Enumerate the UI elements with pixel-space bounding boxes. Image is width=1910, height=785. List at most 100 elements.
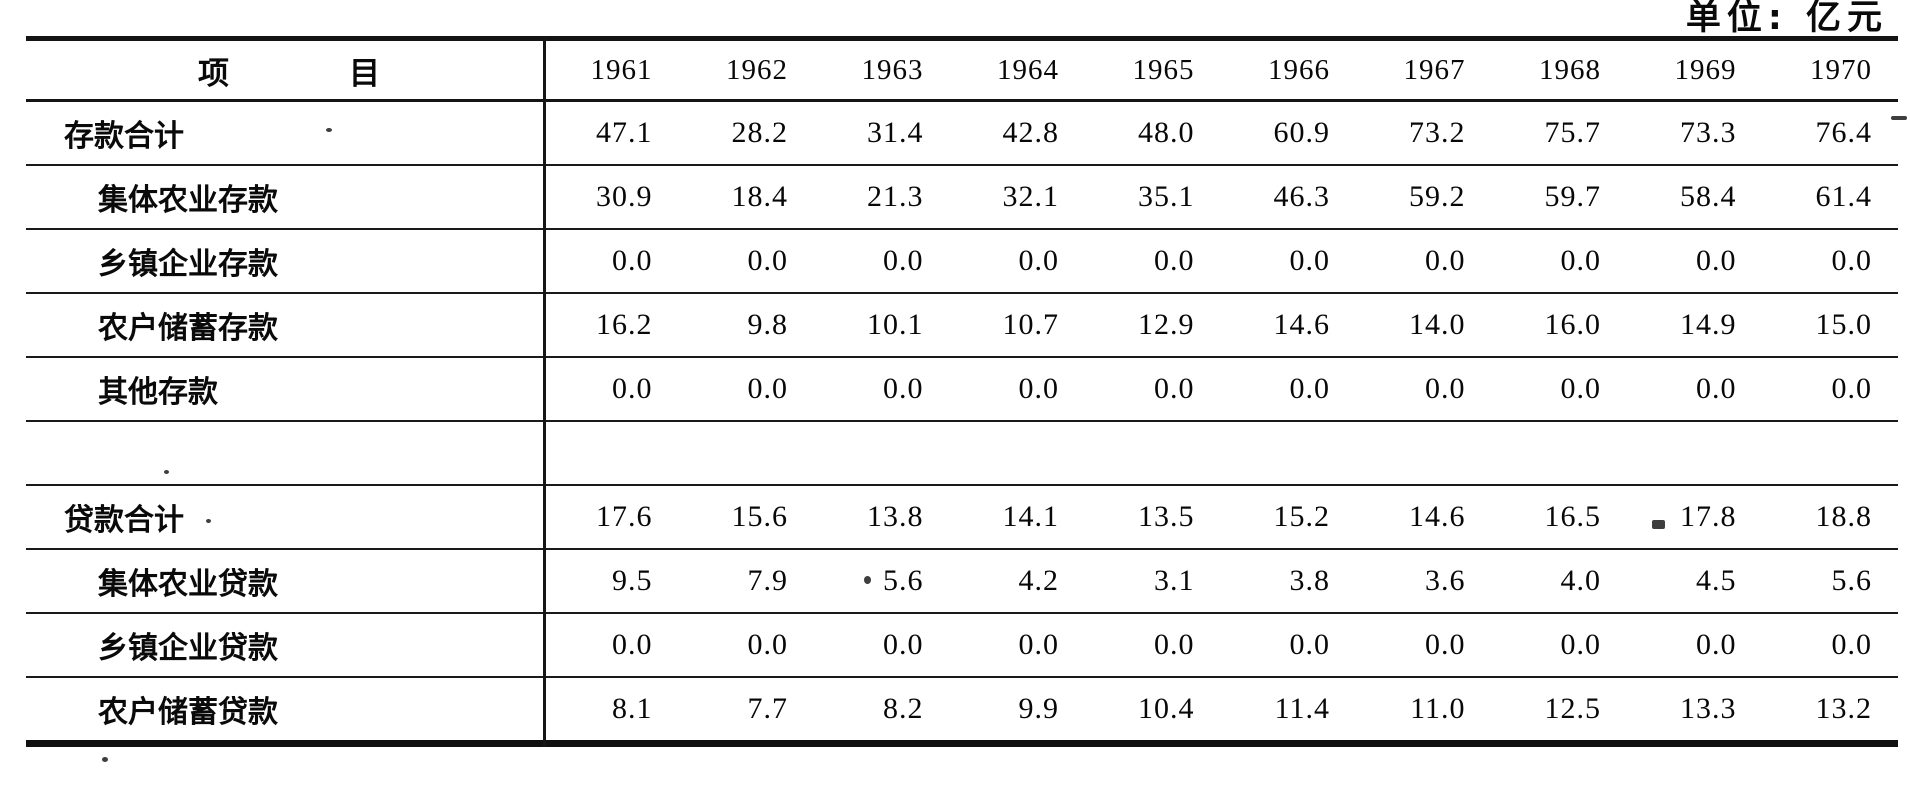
table-cell-household-savings-deposits-1965: 12.9 <box>1138 308 1195 341</box>
table-cell-collective-agriculture-deposits-1964: 32.1 <box>1002 180 1059 213</box>
deposits-loans-table: 项 目 1961 1962 1963 1964 1965 1966 1967 1968 1969… <box>26 36 1898 747</box>
table-cell-collective-agriculture-loans-1969: 4.5 <box>1696 564 1737 597</box>
table-cell-deposits-total-1966: 60.9 <box>1273 116 1330 149</box>
table-cell-household-savings-loans-1962: 7.7 <box>747 692 788 725</box>
table-cell-township-enterprise-loans-1968: 0.0 <box>1560 628 1601 661</box>
table-cell-other-deposits-1964: 0.0 <box>1018 372 1059 405</box>
table-cell-household-savings-deposits-1966: 14.6 <box>1273 308 1330 341</box>
table-cell-collective-agriculture-loans-1963: 5.6 <box>883 564 924 597</box>
table-cell-household-savings-deposits-1963: 10.1 <box>867 308 924 341</box>
table-cell-household-savings-loans-1968: 12.5 <box>1544 692 1601 725</box>
table-cell-township-enterprise-loans-1969: 0.0 <box>1696 628 1737 661</box>
header-item-char-left: 项 <box>198 55 229 92</box>
table-cell-township-enterprise-deposits-1964: 0.0 <box>1018 244 1059 277</box>
table-cell-loans-total-1963: 13.8 <box>867 500 924 533</box>
table-cell-household-savings-loans-1965: 10.4 <box>1138 692 1195 725</box>
table-cell-other-deposits-1962: 0.0 <box>747 372 788 405</box>
header-item-cell: 项 目 <box>26 48 543 93</box>
table-row-collective-agriculture-deposits: 集体农业存款 30.9 18.4 21.3 32.1 35.1 46.3 59.2 59.7 58… <box>26 166 1898 230</box>
header-item-char-right: 目 <box>349 55 380 92</box>
table-cell-collective-agriculture-loans-1966: 3.8 <box>1289 564 1330 597</box>
table-cell-township-enterprise-deposits-1970: 0.0 <box>1831 244 1872 277</box>
ink-speck-above-5.6 <box>864 576 871 584</box>
table-cell-household-savings-loans-1963: 8.2 <box>883 692 924 725</box>
table-cell-loans-total-1968: 16.5 <box>1544 500 1601 533</box>
table-cell-loans-total-1962: 15.6 <box>731 500 788 533</box>
row-label-loans-total: 贷款合计 <box>64 503 184 538</box>
table-cell-township-enterprise-loans-1961: 0.0 <box>612 628 653 661</box>
table-cell-collective-agriculture-loans-1962: 7.9 <box>747 564 788 597</box>
header-year-1963: 1963 <box>861 53 924 86</box>
table-cell-collective-agriculture-deposits-1963: 21.3 <box>867 180 924 213</box>
table-cell-other-deposits-1965: 0.0 <box>1154 372 1195 405</box>
column-divider-line <box>543 36 546 747</box>
table-cell-household-savings-deposits-1969: 14.9 <box>1680 308 1737 341</box>
table-cell-collective-agriculture-deposits-1967: 59.2 <box>1409 180 1466 213</box>
table-cell-household-savings-loans-1966: 11.4 <box>1274 692 1330 725</box>
header-year-1966: 1966 <box>1268 53 1330 86</box>
row-label-township-enterprise-deposits: 乡镇企业存款 <box>98 247 278 282</box>
table-cell-township-enterprise-deposits-1966: 0.0 <box>1289 244 1330 277</box>
table-cell-loans-total-1965: 13.5 <box>1138 500 1195 533</box>
table-cell-loans-total-1970: 18.8 <box>1815 500 1872 533</box>
table-cell-township-enterprise-deposits-1969: 0.0 <box>1696 244 1737 277</box>
table-cell-other-deposits-1966: 0.0 <box>1289 372 1330 405</box>
table-cell-township-enterprise-loans-1962: 0.0 <box>747 628 788 661</box>
table-cell-household-savings-loans-1964: 9.9 <box>1018 692 1059 725</box>
table-cell-deposits-total-1965: 48.0 <box>1138 116 1195 149</box>
header-year-1970: 1970 <box>1810 53 1872 86</box>
table-cell-township-enterprise-deposits-1962: 0.0 <box>747 244 788 277</box>
table-cell-collective-agriculture-loans-1968: 4.0 <box>1560 564 1601 597</box>
table-cell-collective-agriculture-deposits-1969: 58.4 <box>1680 180 1737 213</box>
table-cell-other-deposits-1970: 0.0 <box>1831 372 1872 405</box>
header-year-1962: 1962 <box>726 53 788 86</box>
table-row-household-savings-loans: 农户储蓄贷款 8.1 7.7 8.2 9.9 10.4 11.4 11.0 12.5 13.3 13… <box>26 678 1898 747</box>
table-cell-township-enterprise-deposits-1961: 0.0 <box>612 244 653 277</box>
table-cell-deposits-total-1969: 73.3 <box>1680 116 1737 149</box>
table-cell-deposits-total-1964: 42.8 <box>1002 116 1059 149</box>
table-cell-household-savings-loans-1967: 11.0 <box>1410 692 1466 725</box>
table-cell-deposits-total-1967: 73.2 <box>1409 116 1466 149</box>
table-cell-collective-agriculture-deposits-1966: 46.3 <box>1273 180 1330 213</box>
table-cell-township-enterprise-deposits-1965: 0.0 <box>1154 244 1195 277</box>
table-row-other-deposits: 其他存款 0.0 0.0 0.0 0.0 0.0 0.0 0.0 0.0 0.0 0.0 <box>26 358 1898 422</box>
table-cell-other-deposits-1961: 0.0 <box>612 372 653 405</box>
ink-speck-before-17.8 <box>1652 520 1665 529</box>
table-cell-household-savings-deposits-1970: 15.0 <box>1815 308 1872 341</box>
table-cell-household-savings-deposits-1961: 16.2 <box>596 308 653 341</box>
table-body: 存款合计 47.1 28.2 31.4 42.8 48.0 60.9 73.2 75.7 73.3… <box>26 102 1898 747</box>
table-cell-loans-total-1966: 15.2 <box>1273 500 1330 533</box>
dot-after-deposits-total <box>326 128 332 132</box>
table-cell-township-enterprise-loans-1963: 0.0 <box>883 628 924 661</box>
table-cell-household-savings-loans-1969: 13.3 <box>1680 692 1737 725</box>
table-cell-township-enterprise-loans-1966: 0.0 <box>1289 628 1330 661</box>
table-cell-collective-agriculture-loans-1965: 3.1 <box>1154 564 1195 597</box>
table-cell-collective-agriculture-deposits-1961: 30.9 <box>596 180 653 213</box>
table-cell-deposits-total-1963: 31.4 <box>867 116 924 149</box>
table-cell-household-savings-loans-1961: 8.1 <box>612 692 653 725</box>
table-cell-household-savings-loans-1970: 13.2 <box>1815 692 1872 725</box>
table-cell-household-savings-deposits-1967: 14.0 <box>1409 308 1466 341</box>
row-label-collective-agriculture-loans: 集体农业贷款 <box>98 567 278 602</box>
header-year-1968: 1968 <box>1539 53 1601 86</box>
header-year-1961: 1961 <box>590 53 653 86</box>
table-cell-loans-total-1967: 14.6 <box>1409 500 1466 533</box>
table-row-township-enterprise-deposits: 乡镇企业存款 0.0 0.0 0.0 0.0 0.0 0.0 0.0 0.0 0.0 0.0 <box>26 230 1898 294</box>
table-cell-collective-agriculture-deposits-1962: 18.4 <box>731 180 788 213</box>
table-cell-collective-agriculture-deposits-1970: 61.4 <box>1815 180 1872 213</box>
table-cell-other-deposits-1963: 0.0 <box>883 372 924 405</box>
table-cell-deposits-total-1962: 28.2 <box>731 116 788 149</box>
table-cell-deposits-total-1968: 75.7 <box>1544 116 1601 149</box>
table-cell-household-savings-deposits-1962: 9.8 <box>747 308 788 341</box>
table-cell-deposits-total-1970: 76.4 <box>1815 116 1872 149</box>
table-cell-township-enterprise-loans-1964: 0.0 <box>1018 628 1059 661</box>
dot-after-loans-total <box>206 519 211 523</box>
table-cell-collective-agriculture-loans-1970: 5.6 <box>1831 564 1872 597</box>
table-row-deposits-total: 存款合计 47.1 28.2 31.4 42.8 48.0 60.9 73.2 75.7 73.3… <box>26 102 1898 166</box>
table-cell-township-enterprise-deposits-1963: 0.0 <box>883 244 924 277</box>
dot-below-table <box>102 757 108 762</box>
row-label-other-deposits: 其他存款 <box>98 375 218 410</box>
row-label-household-savings-loans: 农户储蓄贷款 <box>98 695 278 730</box>
table-cell-other-deposits-1967: 0.0 <box>1425 372 1466 405</box>
